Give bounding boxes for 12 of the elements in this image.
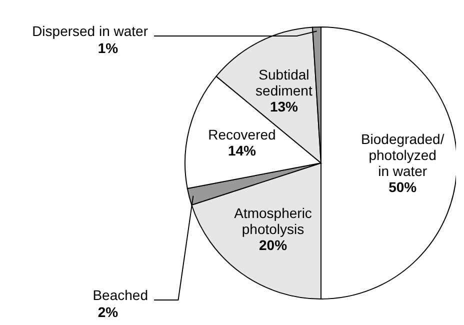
data-label: 20% [259,237,288,254]
data-label: 14% [228,142,257,159]
slice-label: Atmospheric photolysis [234,205,312,238]
data-label: 2% [98,304,119,320]
slice-label: Subtidal sediment [256,66,312,98]
slice-label: Dispersed in water [32,23,148,39]
data-label: 13% [270,98,299,114]
slice-label: Recovered [208,126,276,143]
slice-label: Biodegraded/ photolyzed in water [360,131,444,179]
data-label: 1% [98,40,119,56]
slice-label: Beached [92,287,148,303]
data-label: 50% [388,179,418,195]
